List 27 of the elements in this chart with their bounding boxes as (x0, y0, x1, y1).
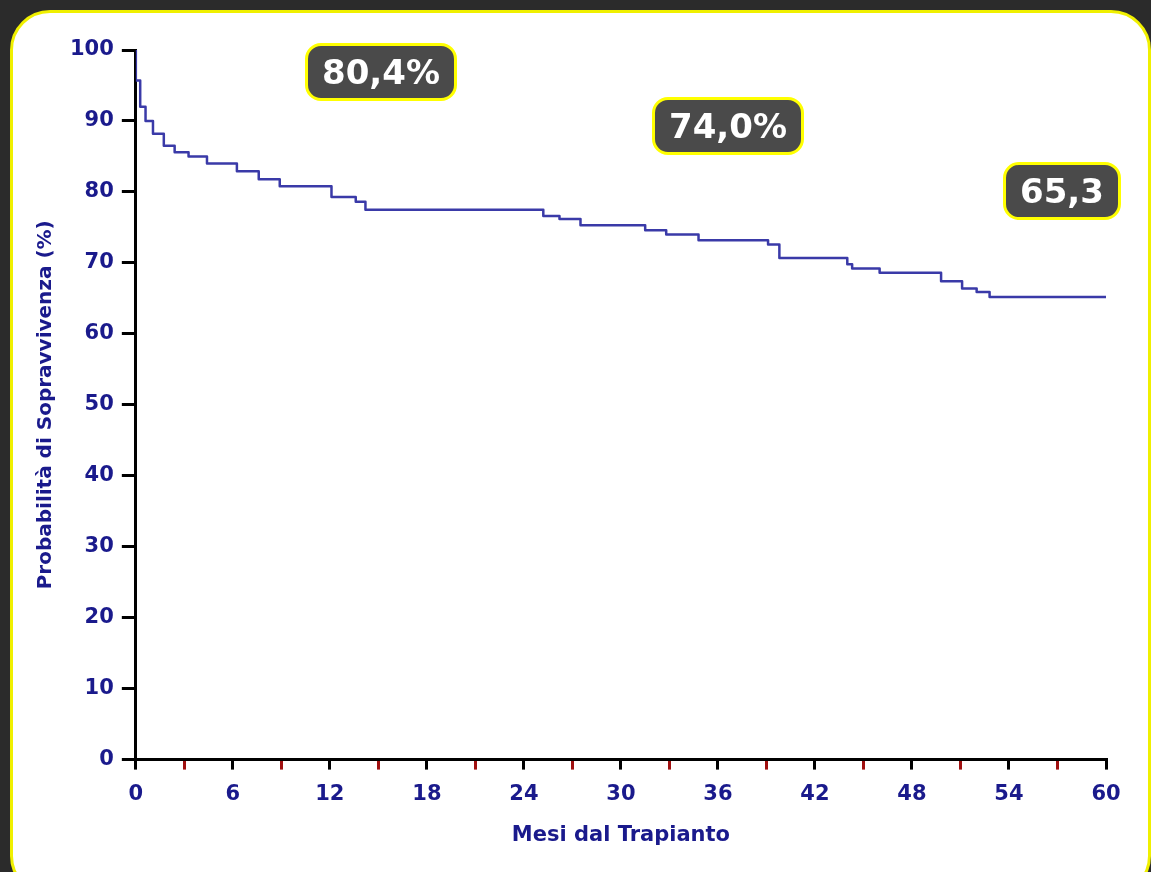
y-tick-label: 40 (84, 462, 114, 487)
x-tick-label: 18 (412, 780, 442, 805)
x-tick-label: 0 (128, 780, 144, 805)
x-tick-label: 54 (994, 780, 1024, 805)
x-tick-label: 30 (606, 780, 636, 805)
y-tick-label: 20 (84, 604, 114, 629)
y-axis-title: Probabilità di Sopravvivenza (%) (32, 220, 57, 590)
y-tick-label: 60 (84, 320, 114, 345)
annotation: 80,4% (305, 43, 457, 101)
y-tick-label: 70 (84, 249, 114, 274)
x-tick-label: 42 (800, 780, 830, 805)
x-tick-label: 36 (703, 780, 733, 805)
y-tick-label: 50 (84, 391, 114, 416)
y-tick-label: 80 (84, 178, 114, 203)
y-tick-label: 30 (84, 533, 114, 558)
y-tick-label: 100 (69, 36, 114, 61)
x-axis-title: Mesi dal Trapianto (511, 821, 731, 846)
y-tick-label: 10 (84, 675, 114, 700)
annotation: 65,3 (1003, 162, 1121, 220)
annotation: 74,0% (652, 97, 804, 155)
x-tick-label: 6 (225, 780, 241, 805)
x-tick-label: 24 (509, 780, 539, 805)
x-tick-label: 60 (1091, 780, 1121, 805)
y-tick-label: 0 (99, 746, 114, 771)
x-tick-label: 12 (315, 780, 345, 805)
x-tick-label: 48 (897, 780, 927, 805)
y-tick-label: 90 (84, 107, 114, 132)
